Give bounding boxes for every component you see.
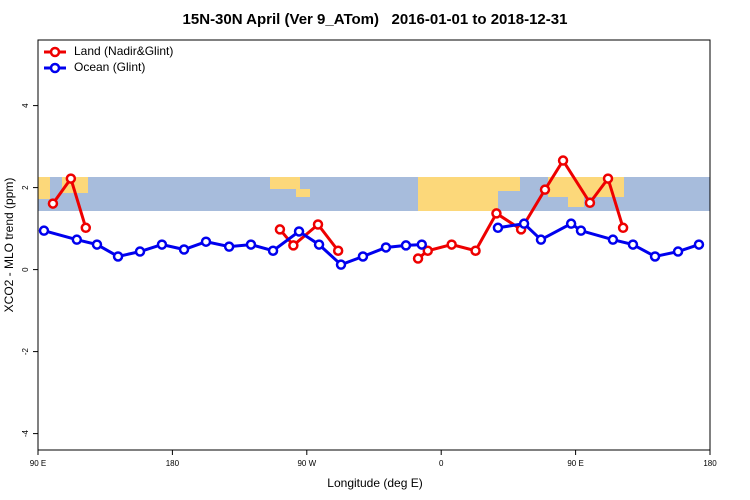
data-point (412, 253, 424, 264)
data-point (602, 173, 614, 184)
data-point (200, 236, 212, 247)
x-tick-label: 90 W (297, 459, 316, 468)
data-point (313, 239, 325, 250)
data-point (357, 251, 369, 262)
data-point (332, 245, 344, 256)
data-point (492, 222, 504, 234)
x-tick-label: 90 E (30, 459, 46, 468)
x-tick-label: 180 (703, 459, 717, 468)
data-point (584, 197, 596, 209)
y-tick-label: 4 (21, 103, 30, 108)
data-point (245, 239, 257, 250)
data-point (607, 234, 619, 245)
data-point (380, 242, 392, 253)
legend-label: Land (Nadir&Glint) (74, 44, 173, 58)
data-point (518, 218, 530, 229)
data-point (47, 198, 59, 209)
data-point (71, 234, 83, 245)
x-tick-label: 180 (166, 459, 180, 468)
data-point (575, 225, 587, 236)
data-point (223, 241, 235, 252)
data-point (288, 240, 299, 251)
data-point (38, 225, 50, 236)
data-point (178, 244, 190, 255)
data-point (91, 239, 103, 250)
data-point (293, 226, 305, 237)
plot-frame (37, 39, 711, 451)
data-point (267, 245, 279, 256)
y-tick-label: 2 (21, 185, 30, 190)
data-point (693, 239, 705, 250)
x-tick-label: 0 (439, 459, 444, 468)
data-point (134, 246, 146, 257)
data-point (112, 251, 124, 262)
chart-title: 15N-30N April (Ver 9_ATom) 2016-01-01 to… (183, 11, 568, 28)
data-point (491, 208, 502, 219)
data-point (539, 184, 551, 195)
data-point (672, 246, 684, 257)
legend-marker (49, 46, 61, 58)
data-point (400, 240, 412, 251)
y-tick-label: 0 (21, 267, 30, 272)
data-point (65, 173, 77, 184)
data-point (274, 224, 286, 235)
series-line (497, 221, 700, 259)
y-tick-label: -2 (21, 347, 30, 355)
x-tick-label: 90 E (567, 459, 583, 468)
data-point (156, 239, 168, 250)
data-point (312, 219, 324, 230)
y-axis-label: XCO2 - MLO trend (ppm) (2, 178, 16, 313)
data-point (617, 222, 629, 234)
y-tick-label: -4 (21, 429, 30, 437)
data-point (627, 239, 639, 250)
x-axis-label: Longitude (deg E) (327, 476, 422, 490)
legend-label: Ocean (Glint) (74, 60, 145, 74)
data-point (565, 218, 577, 229)
data-point (416, 239, 428, 250)
data-point (470, 245, 481, 256)
data-point (649, 251, 661, 262)
data-point (557, 155, 569, 166)
data-point (535, 234, 547, 245)
data-point (80, 222, 92, 234)
data-point (446, 239, 457, 250)
legend-marker (49, 62, 61, 74)
data-point (422, 245, 434, 256)
data-point (335, 259, 347, 270)
